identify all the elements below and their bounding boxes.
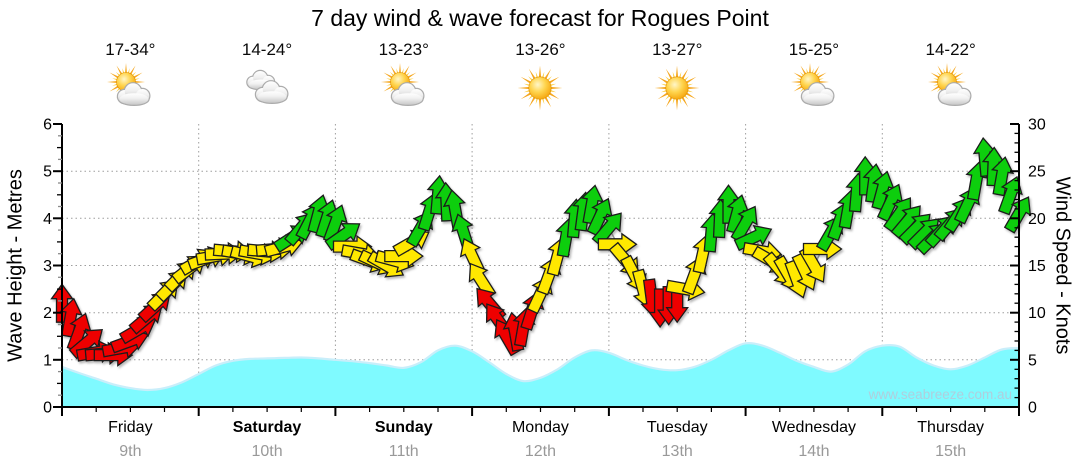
day-label: Friday [108, 419, 153, 436]
weather-icon-art [927, 63, 972, 107]
weather-icon-clouds [246, 69, 289, 105]
weather-icon-art [790, 63, 835, 107]
watermark: www.seabreeze.com.au [868, 387, 1012, 402]
day-summary: 13-23° [335, 40, 472, 111]
left-axis-tick-label: 1 [43, 352, 52, 369]
weather-icon-art [246, 69, 289, 105]
day-summary: 14-24° [199, 40, 336, 111]
watermark-layer: www.seabreeze.com.au [868, 387, 1012, 402]
day-date: 14th [798, 443, 830, 460]
left-axis-title: Wave Height - Metres [4, 169, 27, 362]
right-axis-tick-label: 30 [1028, 117, 1046, 134]
day-date: 11th [388, 443, 419, 460]
day-summary: 17-34° [62, 40, 199, 111]
left-axis-tick-label: 0 [43, 400, 52, 417]
weather-icon-art [380, 63, 425, 107]
day-temp-range: 14-22° [925, 40, 976, 59]
right-axis-tick-label: 25 [1028, 164, 1046, 181]
weather-icon-sun-cloud [790, 63, 835, 107]
left-axis-tick-label: 4 [43, 211, 52, 228]
wind-arrow [998, 175, 1023, 216]
weather-icon-sun-cloud [107, 63, 151, 107]
wave-area-layer [61, 342, 1020, 407]
chart-title: 7 day wind & wave forecast for Rogues Po… [311, 5, 769, 31]
left-axis-tick-label: 2 [43, 305, 52, 322]
left-axis-tick-label: 3 [43, 258, 52, 275]
wind-arrow [591, 212, 622, 247]
right-axis-title: Wind Speed - Knots [1051, 176, 1074, 355]
day-label: Thursday [917, 419, 984, 436]
day-summary: 14-22° [882, 40, 1019, 111]
day-label: Sunday [374, 419, 433, 436]
wind-arrows-layer [50, 136, 1032, 367]
weather-icon-sun-cloud [380, 63, 425, 107]
day-summary: 15-25° [746, 40, 883, 111]
day-date: 9th [119, 443, 142, 460]
tick-labels-layer: 0 1 2 3 4 5 6 0 5 10 15 20 25 30 [43, 117, 1046, 417]
wave-height-area [62, 343, 1019, 407]
day-temp-range: 15-25° [788, 40, 840, 59]
right-axis-tick-label: 10 [1028, 305, 1046, 322]
weather-icon-sun [518, 65, 563, 111]
day-label: Tuesday [646, 419, 708, 436]
day-date: 12th [524, 443, 556, 460]
wind-arrow [733, 224, 773, 252]
day-temp-range: 17-34° [105, 40, 156, 59]
axes-layer [53, 123, 1020, 416]
weather-icon-art [654, 65, 700, 111]
day-temp-range: 13-26° [515, 40, 566, 59]
wave-height-edge [61, 342, 1020, 392]
right-axis-tick-label: 0 [1028, 400, 1037, 417]
day-date: 15th [935, 443, 967, 460]
weather-icon-art [518, 65, 563, 111]
day-label: Monday [511, 419, 569, 436]
right-axis-tick-label: 15 [1028, 258, 1046, 275]
day-date: 10th [251, 443, 283, 460]
left-axis-tick-label: 5 [43, 164, 52, 181]
day-label: Saturday [232, 419, 302, 436]
wind-arrow [1003, 196, 1032, 234]
weather-icon-art [107, 63, 151, 107]
right-axis-tick-label: 20 [1028, 211, 1046, 228]
day-temp-range: 13-23° [378, 40, 429, 59]
day-date: 13th [661, 443, 693, 460]
wind-arrow [580, 184, 605, 225]
day-summary: 13-26° [472, 40, 609, 111]
right-axis-tick-label: 5 [1028, 352, 1037, 369]
left-axis-tick-label: 6 [43, 117, 52, 134]
day-temp-range: 14-24° [241, 40, 293, 59]
weather-icon-sun-cloud [927, 63, 972, 107]
wind-arrow [990, 156, 1015, 197]
day-summary: 13-27° [609, 40, 746, 111]
day-temp-range: 13-27° [652, 40, 703, 59]
weather-icon-sun [654, 65, 700, 111]
day-label: Wednesday [771, 419, 857, 436]
